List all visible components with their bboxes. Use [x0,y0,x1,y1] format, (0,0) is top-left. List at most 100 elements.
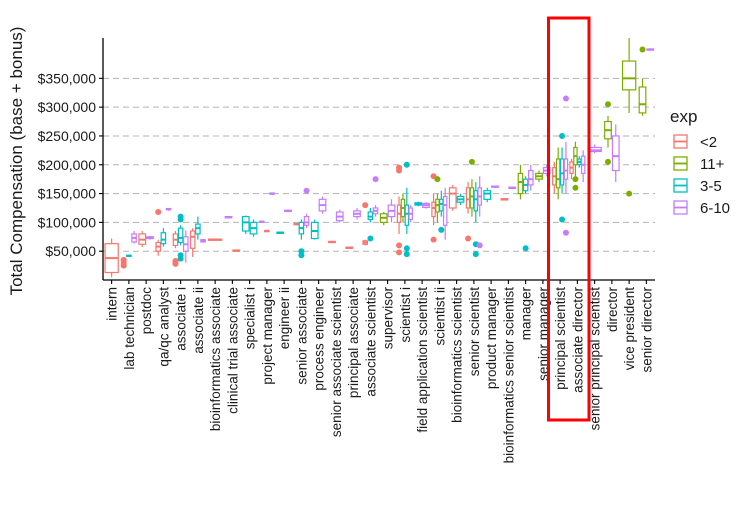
box [430,173,437,243]
outlier-point [522,245,529,252]
x-tick-label: bioinformatics associate [208,287,223,431]
outlier-point [559,216,566,223]
legend-item: <2 [673,134,717,151]
outlier-point [572,176,579,183]
legend-item: 11+ [673,156,725,173]
box [621,38,637,197]
box [638,46,647,116]
outlier-point [572,184,579,191]
box [189,228,196,257]
box [269,192,275,195]
box [517,164,524,200]
box-body [404,204,410,226]
box-body [160,232,167,245]
box [562,95,569,236]
box-body [517,172,524,195]
box [232,249,241,252]
outlier-point [465,235,472,242]
box-body [189,230,196,249]
box [408,205,413,223]
box [310,219,319,240]
box [207,238,223,241]
x-tick-label: principal scientist [553,287,568,390]
outlier-point [172,260,179,267]
box [177,213,184,262]
box-body [483,190,492,200]
outlier-point [403,161,410,168]
box [400,193,406,223]
x-tick-label: bioinformatics senior scientist [501,287,516,464]
box [508,186,517,190]
box [387,199,396,223]
outlier-point [303,187,310,194]
box [328,240,336,244]
x-tick-label: project manager [260,287,275,385]
x-tick-label: scientist i [398,287,413,343]
box [535,170,543,183]
box [577,156,582,168]
x-tick-label: clinical trial associate [225,287,240,414]
box [258,220,265,224]
outlier-point [430,236,437,243]
legend-label: 3-5 [700,178,722,195]
box [284,209,292,213]
box [372,176,379,217]
box [126,254,132,258]
x-tick-label: engineer ii [277,287,292,349]
box [396,164,403,256]
outlier-point [120,256,127,263]
box-body [448,187,457,209]
box [569,159,574,180]
box [403,161,410,258]
box-body [621,60,637,91]
y-axis-title: Total Compensation (base + bonus) [7,27,26,296]
box [146,236,154,240]
box [104,238,119,278]
box [611,124,620,183]
outlier-point [396,167,403,174]
box [241,215,250,234]
outlier-point [120,262,127,269]
x-tick-label: associate i [174,287,189,351]
box-body [559,158,565,186]
x-tick-label: associate ii [191,287,206,354]
legend-label: <2 [700,134,717,151]
legend-item: 6-10 [673,200,730,217]
outlier-point [562,229,569,236]
box [318,196,327,214]
y-tick-label: $200,000 [38,157,97,173]
box [165,207,172,211]
box-body [611,135,620,172]
box [172,231,179,267]
x-tick-label: senior scientist [467,287,482,377]
box-body [303,216,310,226]
outlier-point [604,101,611,108]
box [345,246,354,249]
x-tick-label: intern [105,287,120,321]
box [155,209,162,256]
box [200,239,206,243]
outlier-point [626,190,633,197]
outlier-point [639,46,646,53]
box [552,161,557,194]
box [379,212,388,226]
x-tick-label: process engineer [312,287,327,391]
x-tick-label: vice president [622,287,637,371]
outlier-point [559,132,566,139]
box-body [563,158,569,180]
box-body [638,86,647,114]
outlier-point [476,242,483,249]
box [483,187,492,203]
box [555,147,561,200]
box [476,176,483,249]
x-tick-label: postdoc [139,287,154,335]
box [500,198,509,201]
box-body [177,227,184,244]
box [183,230,189,263]
outlier-point [468,158,475,165]
legend-item: 3-5 [673,178,722,195]
x-tick-label: senior director [639,287,654,373]
legend-label: 11+ [700,156,725,173]
box-body [442,195,448,226]
